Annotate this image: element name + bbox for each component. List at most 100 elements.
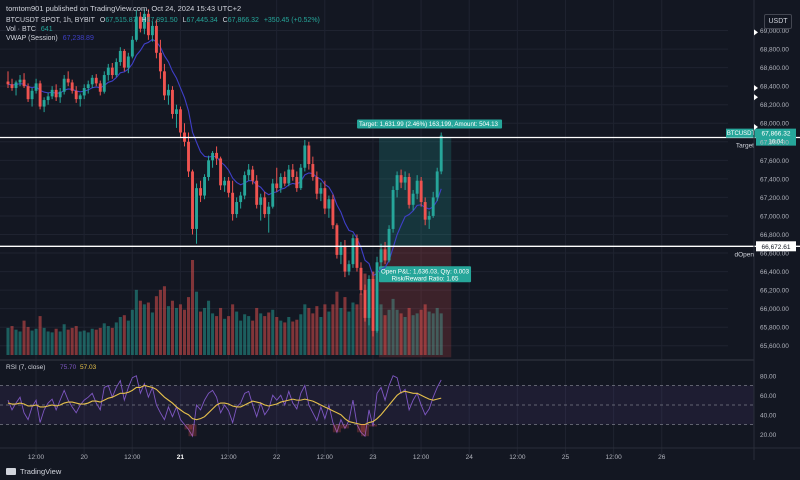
- candle[interactable]: [42, 97, 46, 113]
- candle[interactable]: [263, 191, 267, 218]
- candle[interactable]: [327, 195, 331, 218]
- alert-arrow-icon[interactable]: [754, 94, 758, 101]
- candle[interactable]: [126, 52, 130, 74]
- candle[interactable]: [363, 284, 367, 322]
- candle[interactable]: [82, 84, 86, 100]
- candle[interactable]: [130, 36, 134, 59]
- candle[interactable]: [419, 177, 423, 207]
- candle[interactable]: [175, 104, 178, 128]
- alert-arrow-icon[interactable]: [754, 123, 758, 130]
- candle[interactable]: [187, 132, 190, 178]
- candle[interactable]: [199, 180, 202, 203]
- candle[interactable]: [423, 197, 427, 226]
- candle[interactable]: [411, 189, 415, 211]
- candle[interactable]: [251, 165, 255, 185]
- candle[interactable]: [267, 202, 271, 233]
- candle[interactable]: [387, 225, 391, 263]
- candle[interactable]: [275, 167, 279, 192]
- candle[interactable]: [335, 223, 339, 259]
- loss-zone[interactable]: [379, 246, 452, 358]
- candle[interactable]: [371, 271, 375, 337]
- candle[interactable]: [355, 234, 359, 272]
- rsi-title[interactable]: RSI (7, close): [6, 364, 45, 371]
- candle[interactable]: [110, 62, 114, 79]
- candle[interactable]: [315, 171, 319, 200]
- candle[interactable]: [167, 84, 170, 105]
- candle[interactable]: [415, 175, 419, 200]
- candle[interactable]: [171, 86, 174, 119]
- candle[interactable]: [347, 260, 351, 276]
- symbol-name[interactable]: BTCUSDT SPOT, 1h, BYBIT: [6, 17, 95, 24]
- long-position-tool[interactable]: Target: 1,631.99 (2.46%) 163,199, Amount…: [357, 119, 503, 358]
- candle[interactable]: [138, 12, 142, 33]
- candle[interactable]: [247, 164, 251, 181]
- candle[interactable]: [30, 88, 34, 107]
- candle[interactable]: [10, 78, 14, 91]
- candle[interactable]: [46, 92, 50, 105]
- candle[interactable]: [427, 211, 431, 229]
- candle[interactable]: [399, 169, 403, 189]
- currency-button[interactable]: USDT: [764, 14, 792, 29]
- candle[interactable]: [319, 182, 323, 202]
- candle[interactable]: [295, 171, 299, 192]
- candle[interactable]: [271, 178, 275, 209]
- candle[interactable]: [407, 173, 411, 209]
- profit-zone[interactable]: [379, 137, 452, 247]
- candle[interactable]: [158, 39, 162, 79]
- candle[interactable]: [323, 180, 327, 215]
- candle[interactable]: [142, 9, 146, 35]
- candle[interactable]: [18, 75, 22, 87]
- candle[interactable]: [255, 175, 259, 209]
- candle[interactable]: [6, 71, 10, 89]
- candle[interactable]: [391, 186, 395, 233]
- candle[interactable]: [162, 63, 166, 101]
- candle[interactable]: [367, 275, 371, 326]
- candle[interactable]: [26, 83, 30, 102]
- candle[interactable]: [195, 183, 198, 244]
- candle[interactable]: [351, 234, 355, 268]
- candle[interactable]: [239, 191, 243, 209]
- candle[interactable]: [383, 241, 387, 265]
- candle[interactable]: [74, 86, 78, 103]
- candle[interactable]: [307, 141, 311, 170]
- candle[interactable]: [203, 174, 206, 200]
- candle[interactable]: [122, 49, 126, 72]
- candle[interactable]: [431, 191, 435, 218]
- rsi-pane[interactable]: RSI (7, close) 75.70 57.03: [0, 359, 754, 438]
- candle[interactable]: [303, 139, 307, 172]
- candle[interactable]: [54, 84, 58, 101]
- candle[interactable]: [191, 169, 194, 235]
- candle[interactable]: [62, 75, 66, 95]
- alert-arrow-icon[interactable]: [754, 85, 758, 92]
- candle[interactable]: [311, 156, 315, 181]
- candle[interactable]: [231, 180, 235, 221]
- candle[interactable]: [219, 156, 223, 190]
- candle[interactable]: [22, 73, 26, 89]
- time-axis[interactable]: 12:00 20 12:00 21 12:00 22 12:00 23 12:00 24 12:00…: [0, 447, 800, 461]
- candle[interactable]: [299, 164, 303, 190]
- candle[interactable]: [375, 256, 379, 333]
- candle[interactable]: [102, 71, 106, 94]
- candle[interactable]: [395, 171, 399, 198]
- candle[interactable]: [287, 164, 291, 187]
- volume-label[interactable]: Vol · BTC: [6, 26, 36, 33]
- candle[interactable]: [98, 80, 102, 96]
- candle[interactable]: [14, 80, 18, 96]
- candle[interactable]: [435, 167, 439, 202]
- candle[interactable]: [259, 193, 263, 221]
- candle[interactable]: [58, 88, 62, 103]
- candle[interactable]: [223, 177, 227, 192]
- candle[interactable]: [78, 93, 82, 107]
- candle[interactable]: [359, 262, 363, 295]
- candle[interactable]: [70, 79, 74, 94]
- candle[interactable]: [66, 71, 70, 87]
- candle[interactable]: [114, 58, 118, 77]
- candle[interactable]: [94, 74, 98, 87]
- alert-arrow-icon[interactable]: [754, 29, 758, 36]
- horizontal-lines[interactable]: Target67,846.46dOpen66,672.61BTCUSDT67,8…: [0, 128, 800, 259]
- candle[interactable]: [106, 63, 110, 81]
- candle[interactable]: [50, 86, 54, 100]
- candle[interactable]: [439, 132, 443, 175]
- candle[interactable]: [403, 171, 407, 190]
